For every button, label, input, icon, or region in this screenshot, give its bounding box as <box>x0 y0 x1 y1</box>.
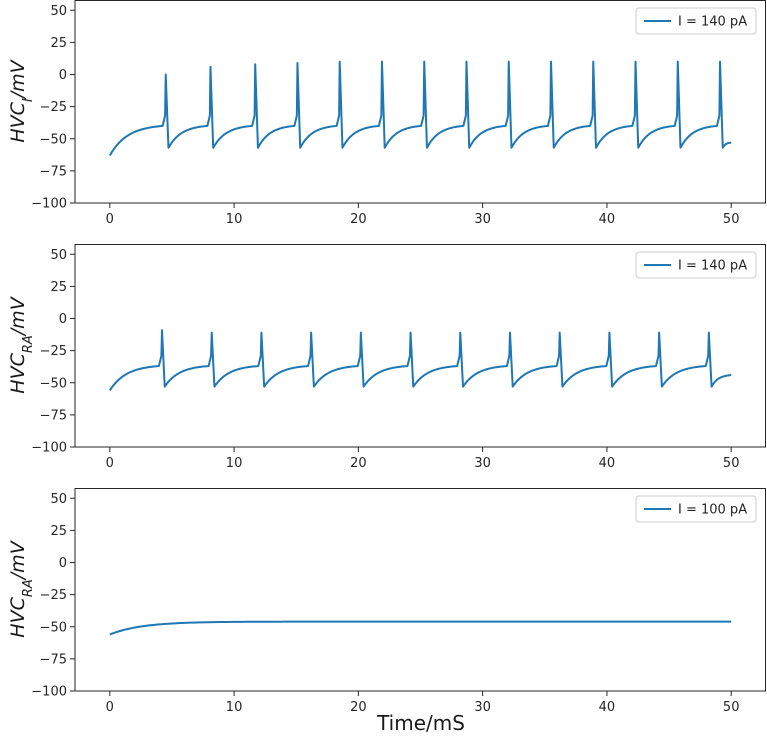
y-label-unit: /mV <box>7 539 29 581</box>
panel-3: −100 −75 −50 −25 0 25 50 0 10 20 30 40 50 HVCRA/mV I =… <box>7 489 766 716</box>
legend-label: I = 140 pA <box>678 15 747 30</box>
legend-label: I = 100 pA <box>678 503 747 518</box>
x-tick-label: 50 <box>723 456 740 471</box>
figure: −100 −75 −50 −25 0 25 50 0 10 20 30 40 50 HVCI/mV I = … <box>0 0 767 741</box>
y-axis-label: HVCRA/mV <box>7 295 36 393</box>
y-tick-label: 50 <box>50 248 67 263</box>
x-tick-label: 20 <box>350 456 367 471</box>
y-tick-label: −50 <box>40 376 67 391</box>
x-tick-label: 30 <box>474 212 491 227</box>
x-tick-label: 0 <box>106 700 114 715</box>
series-line <box>110 622 731 635</box>
y-tick-label: 50 <box>50 492 67 507</box>
y-tick-label: 25 <box>50 524 67 539</box>
y-label-main: HVC <box>7 101 29 142</box>
x-tick-label: 10 <box>226 700 243 715</box>
y-label-subscript: RA <box>21 579 36 597</box>
y-tick-label: −50 <box>40 620 67 635</box>
x-tick-label: 50 <box>723 212 740 227</box>
x-tick-label: 50 <box>723 700 740 715</box>
y-tick-label: 0 <box>59 68 67 83</box>
x-tick-label: 40 <box>599 700 616 715</box>
x-tick-label: 30 <box>474 456 491 471</box>
x-tick-label: 40 <box>599 456 616 471</box>
y-tick-label: 25 <box>50 280 67 295</box>
y-tick-label: −100 <box>31 441 67 456</box>
legend: I = 100 pA <box>636 496 756 522</box>
y-tick-label: 50 <box>50 4 67 19</box>
legend: I = 140 pA <box>636 8 756 34</box>
series-line <box>110 62 731 156</box>
y-tick-label: −25 <box>40 344 67 359</box>
y-axis-label: HVCRA/mV <box>7 539 36 637</box>
series-line <box>110 330 731 390</box>
x-tick-label: 30 <box>474 700 491 715</box>
panel-1: −100 −75 −50 −25 0 25 50 0 10 20 30 40 50 HVCI/mV I = … <box>7 1 766 228</box>
y-label-subscript: RA <box>21 335 36 353</box>
x-tick-label: 0 <box>106 212 114 227</box>
y-tick-label: 25 <box>50 36 67 51</box>
y-tick-label: −50 <box>40 132 67 147</box>
y-tick-label: −75 <box>40 164 67 179</box>
y-label-main: HVC <box>7 352 29 393</box>
y-label-unit: /mV <box>7 295 29 337</box>
x-tick-label: 20 <box>350 700 367 715</box>
y-tick-label: −75 <box>40 652 67 667</box>
y-tick-label: 0 <box>59 556 67 571</box>
x-tick-label: 40 <box>599 212 616 227</box>
y-tick-label: −100 <box>31 197 67 212</box>
legend-label: I = 140 pA <box>678 259 747 274</box>
x-tick-label: 10 <box>226 456 243 471</box>
y-tick-label: −75 <box>40 408 67 423</box>
y-label-unit: /mV <box>7 58 29 100</box>
y-label-main: HVC <box>7 596 29 637</box>
x-tick-label: 20 <box>350 212 367 227</box>
panel-2: −100 −75 −50 −25 0 25 50 0 10 20 30 40 50 HVCRA/mV I =… <box>7 245 766 472</box>
y-tick-label: −100 <box>31 685 67 700</box>
legend: I = 140 pA <box>636 252 756 278</box>
x-tick-label: 0 <box>106 456 114 471</box>
y-tick-label: −25 <box>40 588 67 603</box>
y-tick-label: −25 <box>40 100 67 115</box>
x-tick-label: 10 <box>226 212 243 227</box>
x-axis-label: Time/mS <box>376 711 465 735</box>
y-tick-label: 0 <box>59 312 67 327</box>
y-axis-label: HVCI/mV <box>7 58 36 142</box>
